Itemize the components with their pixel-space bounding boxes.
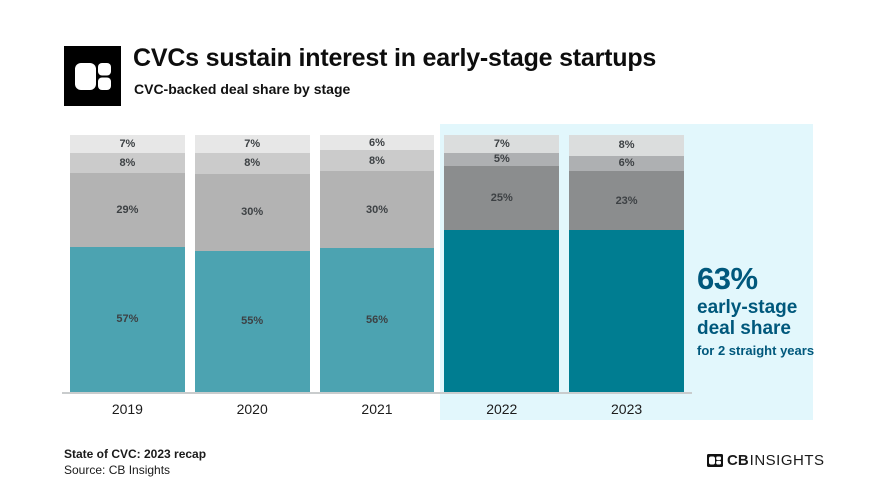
annotation-headline: 63% xyxy=(697,261,758,296)
segment-value-label: 8% xyxy=(244,157,261,170)
bar-segment: 8% xyxy=(70,152,185,174)
footer-brand-cb: CB xyxy=(727,452,749,469)
early-stage-annotation: 63% early-stage deal share for 2 straigh… xyxy=(697,261,827,359)
footer-brand: CB INSIGHTS xyxy=(707,452,825,469)
bar-segment: 30% xyxy=(194,173,310,251)
annotation-line2: deal share xyxy=(697,317,791,339)
segment-value-label: 56% xyxy=(365,314,388,326)
segment-value-label: 8% xyxy=(119,156,136,169)
segment-value-label: 7% xyxy=(119,137,136,150)
bar-segment: 5% xyxy=(444,152,560,166)
bar-segment: 57% xyxy=(70,246,185,392)
cb-insights-logo-icon xyxy=(64,46,121,106)
bar-segment: 8% xyxy=(194,152,310,174)
cb-insights-logo-small-icon xyxy=(707,454,723,467)
page-title: CVCs sustain interest in early-stage sta… xyxy=(133,44,657,72)
x-axis-label-2020: 2020 xyxy=(236,401,268,417)
segment-value-label: 5% xyxy=(493,153,510,166)
x-axis-label-2023: 2023 xyxy=(611,401,643,417)
bar-segment: 7% xyxy=(70,135,185,153)
x-axis-label-2021: 2021 xyxy=(361,401,393,417)
segment-value-label: 30% xyxy=(365,203,388,216)
segment-value-label: 7% xyxy=(244,137,261,150)
segment-value-label: 8% xyxy=(618,139,635,152)
bar-segment: 6% xyxy=(569,155,684,171)
annotation-line1: early-stage xyxy=(697,296,798,318)
stacked-bar-2023: 8% 6% 23% xyxy=(569,135,684,392)
stacked-bar-2019: 7% 8% 29% 57% xyxy=(70,135,185,392)
segment-value-label: 7% xyxy=(493,137,510,150)
segment-value-label: 55% xyxy=(241,315,264,328)
bar-segment: 7% xyxy=(194,135,310,153)
bar-segment xyxy=(444,230,560,392)
stacked-bar-2020: 7% 8% 30% 55% xyxy=(194,135,310,392)
segment-value-label: 57% xyxy=(116,313,139,326)
annotation-subline: for 2 straight years xyxy=(697,343,815,359)
x-axis-labels: 2019 2020 2021 2022 2023 xyxy=(70,401,684,417)
bar-segment: 6% xyxy=(319,135,435,151)
bar-segment: 23% xyxy=(569,170,684,231)
segment-value-label: 30% xyxy=(241,206,264,219)
footer-brand-insights: INSIGHTS xyxy=(749,452,825,469)
source-line: Source: CB Insights xyxy=(64,462,171,477)
segment-value-label: 8% xyxy=(369,154,385,167)
bar-segment xyxy=(569,230,684,392)
bars-row: 7% 8% 29% 57% 7% 8% 30% 55% 6% 8% 30% 56% 7% 5% 25% 8% 6… xyxy=(70,135,684,392)
segment-value-label: 29% xyxy=(116,204,139,217)
stacked-bar-2021: 6% 8% 30% 56% xyxy=(319,135,435,392)
page-subtitle: CVC-backed deal share by stage xyxy=(134,81,351,97)
bar-segment: 30% xyxy=(319,170,435,249)
x-axis-label-2022: 2022 xyxy=(486,401,518,417)
bar-segment: 29% xyxy=(70,173,185,247)
bar-segment: 8% xyxy=(319,150,435,171)
segment-value-label: 6% xyxy=(369,136,385,149)
report-title: State of CVC: 2023 recap xyxy=(64,447,207,461)
bar-segment: 56% xyxy=(319,248,435,392)
segment-value-label: 6% xyxy=(618,157,635,170)
footnote: State of CVC: 2023 recap Source: CB Insi… xyxy=(64,447,206,478)
bar-segment: 8% xyxy=(569,135,684,156)
segment-value-label: 23% xyxy=(615,194,638,207)
stacked-bar-2022: 7% 5% 25% xyxy=(444,135,560,392)
x-axis-label-2019: 2019 xyxy=(111,401,143,417)
segment-value-label: 25% xyxy=(490,191,513,204)
bar-segment: 55% xyxy=(194,250,310,392)
bar-segment: 25% xyxy=(444,165,560,231)
x-axis-line xyxy=(62,392,692,394)
bar-segment: 7% xyxy=(444,135,560,153)
